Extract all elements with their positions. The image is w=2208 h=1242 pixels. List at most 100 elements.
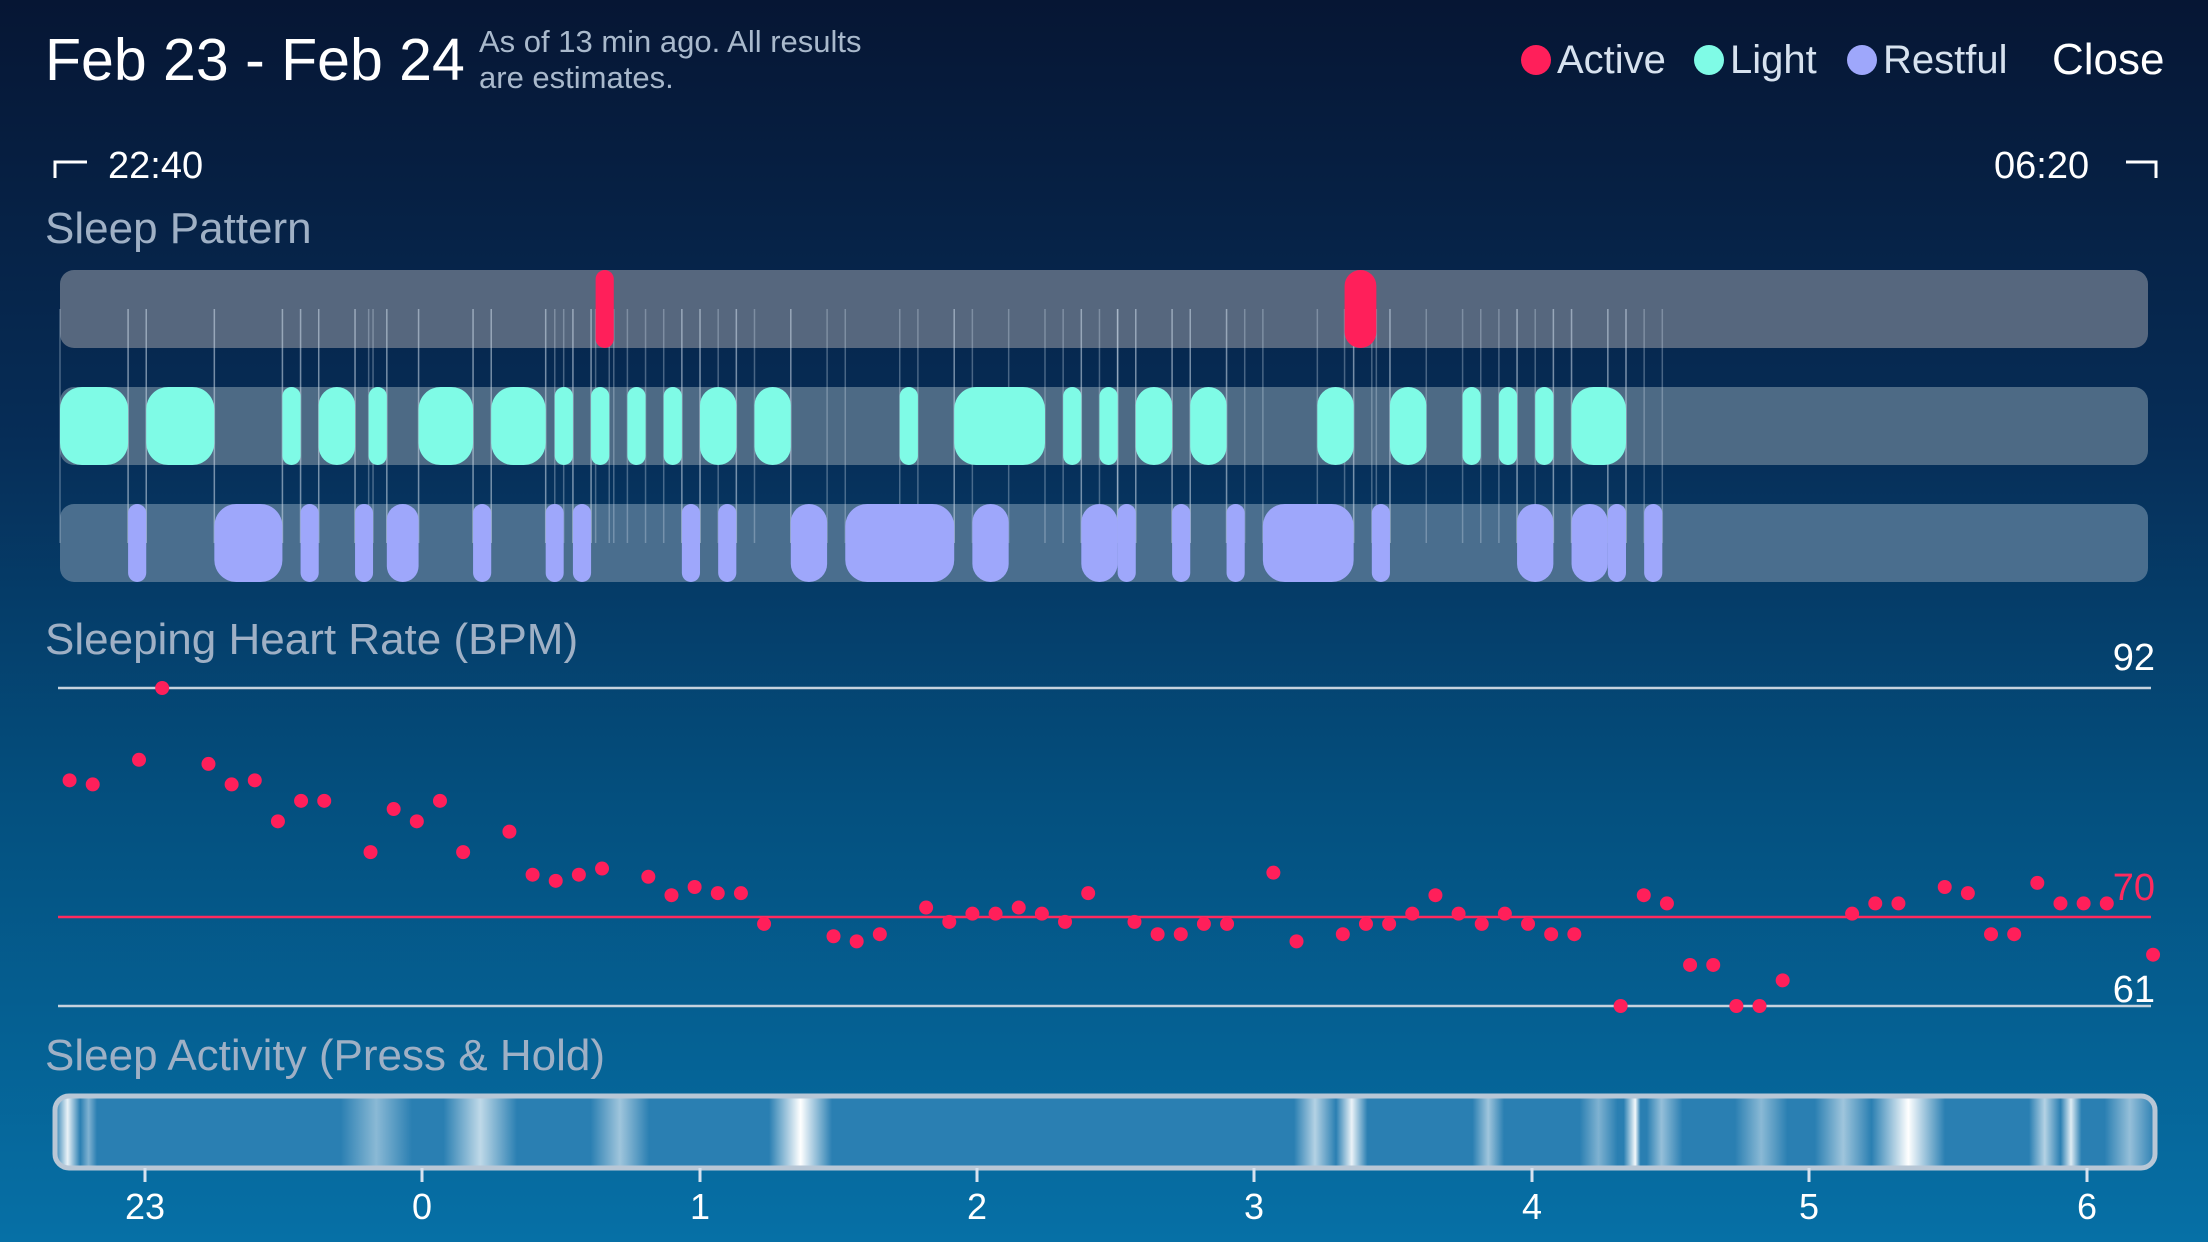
heart-rate-point (1382, 916, 1397, 931)
heart-rate-point (1335, 927, 1350, 942)
heart-rate-point (1544, 927, 1559, 942)
light-segment (1099, 387, 1118, 465)
axis-tick-3: 3 (1243, 1186, 1265, 1227)
light-segment (1317, 387, 1354, 465)
restful-segment (128, 504, 147, 582)
heart-rate-point (2146, 947, 2161, 962)
restful-segment (355, 504, 374, 582)
restful-color-dot (1847, 45, 1877, 75)
heart-rate-point (1405, 906, 1420, 921)
heart-rate-point (965, 906, 980, 921)
heart-rate-point (1358, 916, 1373, 931)
axis-tick-23: 23 (124, 1186, 166, 1227)
heart-rate-point (1289, 934, 1304, 949)
light-segment (1462, 387, 1481, 465)
light-segment (1135, 387, 1173, 465)
heart-rate-point (1775, 973, 1790, 988)
legend-light: Light (1694, 30, 1817, 90)
light-segment (318, 387, 356, 465)
heart-rate-title: Sleeping Heart Rate (BPM) (45, 615, 579, 664)
restful-segment (1262, 504, 1354, 582)
heart-rate-point (1845, 906, 1860, 921)
heart-rate-point (294, 793, 309, 808)
heart-rate-point (409, 814, 424, 829)
activity-axis-ticks (143, 1168, 2089, 1182)
light-color-dot (1694, 45, 1724, 75)
restful-segment (681, 504, 701, 582)
heart-rate-point (2053, 896, 2068, 911)
restful-segment (718, 504, 737, 582)
light-segment (282, 387, 301, 465)
light-segment (1063, 387, 1082, 465)
heart-rate-point (849, 934, 864, 949)
legend-active: Active (1521, 30, 1666, 90)
heart-rate-point (548, 873, 563, 888)
heart-rate-point (1474, 916, 1489, 931)
heart-rate-point (1266, 865, 1281, 880)
restful-segment (1644, 504, 1663, 582)
light-segment (368, 387, 387, 465)
heart-rate-point (502, 824, 517, 839)
heart-rate-point (1127, 914, 1142, 929)
heart-rate-point (363, 845, 378, 860)
heart-rate-point (1497, 906, 1512, 921)
active-segment (595, 270, 614, 348)
heart-rate-point (919, 900, 934, 915)
light-segment (899, 387, 918, 465)
max-hr-label: 92 (2112, 637, 2155, 679)
restful-segment (214, 504, 283, 582)
restful-segment (386, 504, 419, 582)
heart-rate-point (155, 681, 170, 695)
legend-active-label: Active (1557, 37, 1666, 82)
sleep-pattern-title: Sleep Pattern (45, 204, 312, 253)
heart-rate-point (1428, 888, 1443, 903)
light-segment (60, 387, 129, 465)
restful-segment (1117, 504, 1136, 582)
restful-segment (1607, 504, 1626, 582)
heart-rate-point (525, 867, 540, 882)
legend-light-label: Light (1730, 37, 1817, 82)
sleep-activity-title: Sleep Activity (Press & Hold) (45, 1031, 605, 1080)
start-bracket-icon (53, 160, 87, 178)
legend-restful: Restful (1847, 30, 2008, 90)
heart-rate-point (2007, 927, 2022, 942)
heart-rate-point (1173, 927, 1188, 942)
restful-segment (1172, 504, 1191, 582)
heart-rate-point (62, 773, 77, 788)
restful-segment (545, 504, 564, 582)
light-segment (954, 387, 1045, 465)
heart-rate-point (757, 916, 772, 931)
heart-rate-point (1034, 906, 1049, 921)
light-segment (491, 387, 546, 465)
axis-tick-6: 6 (2076, 1186, 2098, 1227)
axis-tick-2: 2 (966, 1186, 988, 1227)
light-segment (1389, 387, 1427, 465)
heart-rate-point (1451, 906, 1466, 921)
heart-rate-point (456, 845, 471, 860)
light-segment (627, 387, 646, 465)
light-segment (1571, 387, 1626, 465)
heart-rate-point (733, 886, 748, 901)
heart-rate-points (62, 681, 2161, 1013)
avg-hr-label: 70 (2112, 867, 2155, 909)
heart-rate-point (1081, 886, 1096, 901)
heart-rate-point (710, 886, 725, 901)
heart-rate-point (1613, 999, 1628, 1013)
heart-rate-point (1011, 900, 1026, 915)
heart-rate-point (2099, 896, 2114, 911)
close-button[interactable]: Close (2052, 35, 2165, 84)
light-segment (591, 387, 610, 465)
light-segment (146, 387, 215, 465)
heart-rate-point (2076, 896, 2091, 911)
active-color-dot (1521, 45, 1551, 75)
heart-rate-point (201, 756, 216, 771)
heart-rate-point (1706, 957, 1721, 972)
axis-tick-0: 0 (411, 1186, 433, 1227)
sleep-activity-bar[interactable] (52, 1093, 2158, 1171)
heart-rate-point (1752, 999, 1767, 1013)
heart-rate-point (386, 802, 401, 817)
heart-rate-point (641, 869, 656, 884)
heart-rate-point (988, 906, 1003, 921)
light-segment (1498, 387, 1518, 465)
